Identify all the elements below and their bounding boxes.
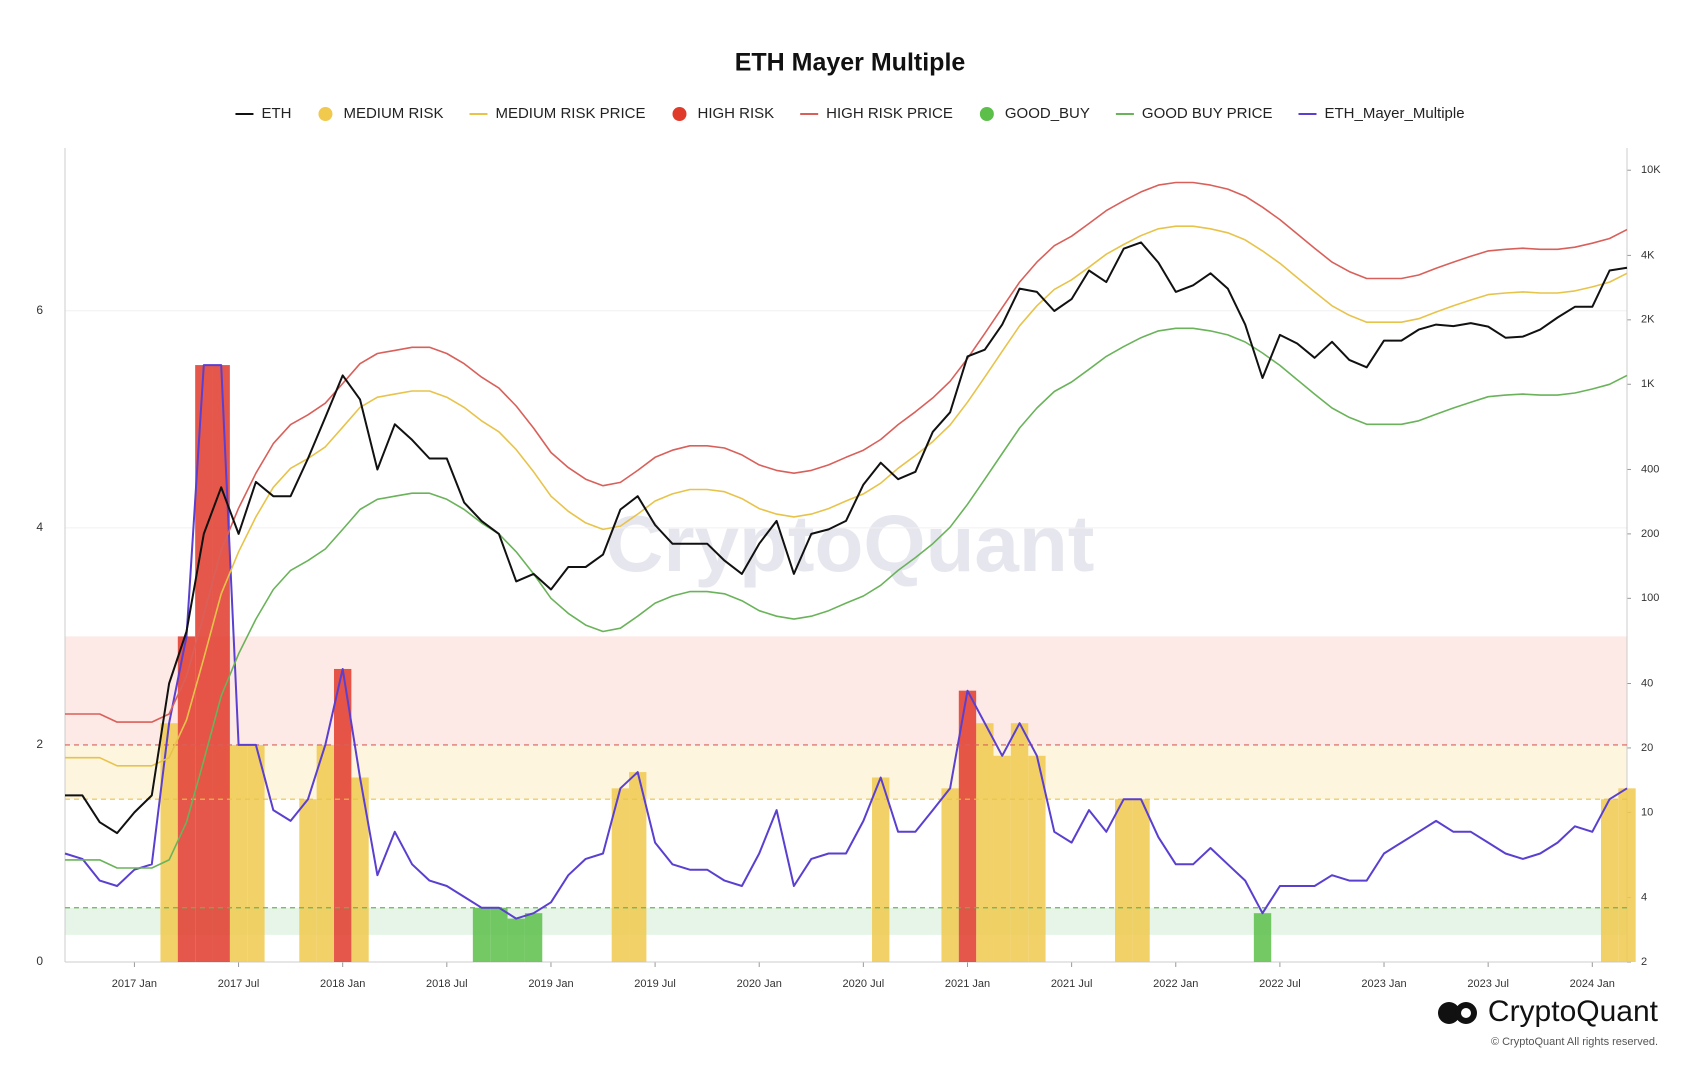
legend-label: MEDIUM RISK	[343, 105, 443, 122]
zone-column	[472, 907, 491, 962]
zone-column	[1618, 788, 1636, 962]
x-tick-label: 2021 Jan	[945, 978, 990, 990]
series-line	[65, 225, 1628, 767]
legend-marker	[318, 107, 333, 121]
zone-column	[611, 788, 630, 962]
y2-tick-label: 100	[1641, 592, 1659, 604]
x-tick-label: 2020 Jul	[843, 978, 885, 990]
zone-column	[334, 668, 352, 962]
zone-column	[958, 690, 977, 962]
copyright: © CryptoQuant All rights reserved.	[1491, 1036, 1658, 1048]
x-tick-label: 2018 Jul	[426, 978, 468, 990]
zone-column	[1253, 913, 1272, 962]
legend-label: HIGH RISK	[697, 105, 774, 122]
zone-column	[524, 913, 543, 962]
y2-tick-label: 10K	[1641, 164, 1661, 176]
y-tick-label: 4	[36, 520, 43, 534]
chart-title: ETH Mayer Multiple	[735, 49, 966, 77]
y-tick-label: 0	[36, 954, 43, 968]
legend-label: ETH	[261, 105, 291, 122]
zone-column	[1600, 799, 1619, 962]
legend-item: MEDIUM RISK	[318, 105, 443, 122]
legend-label: HIGH RISK PRICE	[826, 105, 953, 122]
series-line	[65, 241, 1628, 835]
zone-column	[316, 744, 335, 962]
legend-item: ETH_Mayer_Multiple	[1298, 105, 1465, 122]
zone-column	[976, 723, 994, 962]
y2-tick-label: 200	[1641, 528, 1659, 540]
x-tick-label: 2022 Jan	[1153, 978, 1198, 990]
zone-column	[1010, 723, 1029, 962]
y2-tick-label: 1K	[1641, 378, 1655, 390]
series-line	[65, 327, 1628, 869]
zone-column	[351, 777, 369, 962]
logo-text: CryptoQuant	[1488, 995, 1659, 1028]
legend-item: MEDIUM RISK PRICE	[469, 105, 645, 122]
legend-marker	[672, 107, 687, 121]
zone-column	[229, 744, 248, 962]
zone-band	[65, 636, 1627, 745]
x-tick-label: 2019 Jul	[634, 978, 676, 990]
y2-tick-label: 4K	[1641, 249, 1655, 261]
zone-column	[247, 744, 265, 962]
zone-column	[507, 918, 525, 962]
y-tick-label: 6	[36, 303, 43, 317]
series-line	[64, 364, 1628, 920]
x-tick-label: 2023 Jan	[1361, 978, 1406, 990]
zone-column	[941, 788, 959, 962]
legend-label: GOOD BUY PRICE	[1142, 105, 1273, 122]
zone-column	[195, 365, 213, 963]
legend-label: ETH_Mayer_Multiple	[1324, 105, 1464, 122]
x-tick-label: 2018 Jan	[320, 978, 365, 990]
x-tick-label: 2023 Jul	[1467, 978, 1509, 990]
legend-marker	[979, 107, 994, 121]
y-tick-label: 2	[36, 737, 43, 751]
zone-column	[212, 365, 230, 963]
zone-column	[490, 907, 508, 962]
y2-tick-label: 4	[1641, 891, 1647, 903]
x-tick-label: 2017 Jan	[112, 978, 157, 990]
y2-tick-label: 2K	[1641, 314, 1655, 326]
x-tick-label: 2024 Jan	[1570, 978, 1615, 990]
x-tick-label: 2019 Jan	[528, 978, 573, 990]
series-line	[65, 181, 1628, 723]
y2-tick-label: 400	[1641, 463, 1659, 475]
zone-column	[1132, 799, 1150, 962]
legend-item: GOOD_BUY	[979, 105, 1090, 122]
x-tick-label: 2017 Jul	[218, 978, 260, 990]
zone-band	[65, 744, 1627, 800]
zone-column	[993, 755, 1011, 962]
legend-label: MEDIUM RISK PRICE	[495, 105, 645, 122]
y2-tick-label: 10	[1641, 806, 1653, 818]
legend-label: GOOD_BUY	[1005, 105, 1090, 122]
legend-item: HIGH RISK	[672, 105, 774, 122]
zone-column	[160, 723, 178, 962]
y2-tick-label: 2	[1641, 956, 1647, 968]
y2-tick-label: 20	[1641, 742, 1653, 754]
y2-tick-label: 40	[1641, 677, 1653, 689]
x-tick-label: 2020 Jan	[737, 978, 782, 990]
zone-column	[299, 799, 317, 962]
legend-item: HIGH RISK PRICE	[800, 105, 953, 122]
legend-item: ETH	[235, 105, 291, 122]
zone-column	[872, 777, 890, 962]
legend: ETH MEDIUM RISK MEDIUM RISK PRICE HIGH RISK…	[235, 105, 1465, 122]
zone-column	[1028, 755, 1046, 962]
x-tick-label: 2021 Jul	[1051, 978, 1093, 990]
x-tick-label: 2022 Jul	[1259, 978, 1301, 990]
zone-column	[629, 772, 647, 962]
legend-item: GOOD BUY PRICE	[1115, 105, 1273, 122]
logo-icon	[1438, 1002, 1477, 1024]
zone-column	[1115, 799, 1133, 962]
